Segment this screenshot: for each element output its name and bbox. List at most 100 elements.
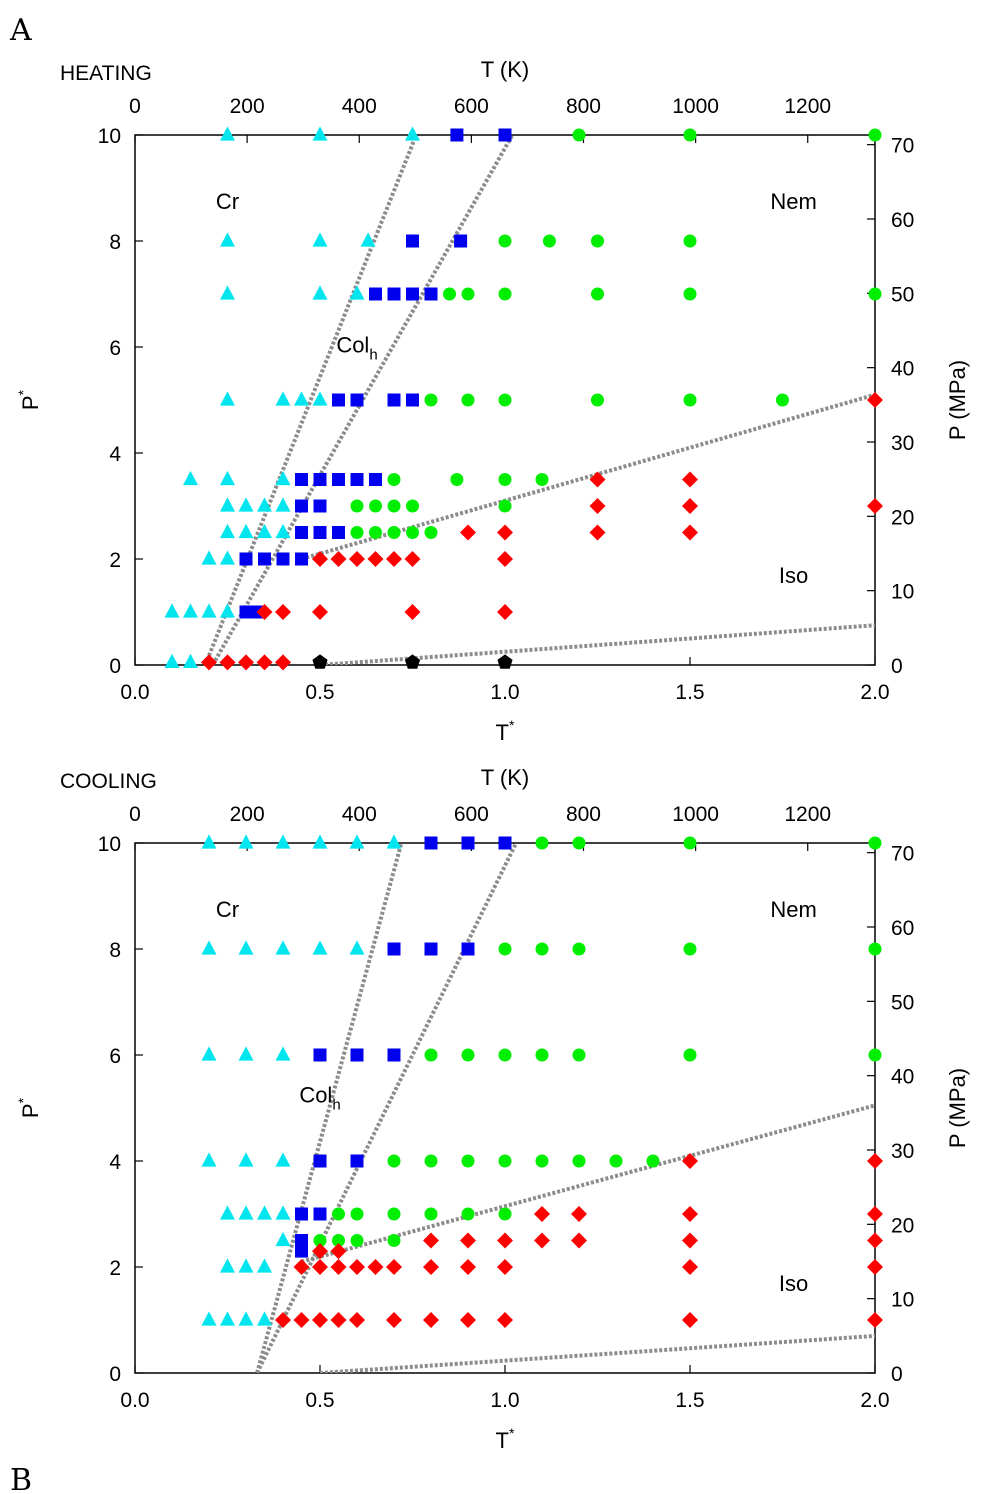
data-point-cr	[257, 497, 272, 512]
data-point-cr	[238, 940, 254, 955]
data-point-cr	[183, 603, 198, 618]
data-point-colh	[498, 128, 512, 142]
data-point-cr	[183, 470, 198, 486]
data-point-nem	[535, 1154, 549, 1168]
data-point-nem	[591, 234, 604, 248]
y2-axis-title: P (MPa)	[945, 1068, 970, 1148]
data-point-iso	[497, 1232, 513, 1249]
data-point-nem	[683, 836, 697, 850]
y2-axis-title: P (MPa)	[945, 360, 970, 440]
data-point-nem	[683, 128, 697, 142]
y-axis-title: P*	[15, 389, 43, 410]
data-point-cr	[275, 1152, 291, 1167]
data-point-colh	[332, 393, 345, 407]
data-point-cr	[238, 1046, 254, 1061]
data-point-colh	[313, 1207, 327, 1221]
y-tick-label: 6	[109, 1045, 121, 1068]
region-label-subscript: h	[332, 1097, 340, 1114]
data-point-nem	[572, 128, 586, 142]
data-point-colh	[387, 393, 401, 407]
region-label: Colh	[336, 332, 377, 363]
data-point-colh	[387, 942, 401, 956]
data-point-cr	[405, 126, 420, 141]
data-point-colh	[295, 1234, 308, 1247]
data-point-cr	[164, 653, 180, 668]
data-point-nem	[350, 1207, 364, 1221]
data-point-cr	[238, 497, 254, 512]
data-point-colh	[454, 234, 468, 248]
data-point-colh	[332, 526, 345, 539]
data-point-cr	[386, 834, 402, 849]
data-point-cr	[312, 940, 328, 955]
data-point-nem	[542, 234, 556, 248]
data-point-cr	[183, 653, 198, 668]
data-point-cr	[257, 1258, 272, 1273]
y2-tick-label: 70	[891, 135, 914, 158]
data-point-nem	[498, 1154, 512, 1168]
data-point-nem	[498, 393, 512, 407]
data-point-iso	[682, 498, 698, 514]
data-point-cr	[360, 232, 376, 247]
data-point-iso	[275, 604, 291, 620]
data-point-nem	[535, 473, 549, 486]
data-point-iso	[386, 1259, 402, 1275]
x2-tick-label: 400	[342, 95, 377, 118]
data-point-nem	[535, 942, 549, 956]
data-point-colh	[406, 234, 419, 248]
data-point-cr	[220, 1205, 235, 1220]
data-point-nem	[498, 1048, 512, 1062]
y2-tick-label: 10	[891, 1289, 914, 1312]
data-point-cr	[220, 497, 235, 512]
data-point-iso	[312, 1312, 328, 1328]
data-point-colh	[239, 552, 253, 566]
data-point-iso	[312, 1259, 328, 1275]
data-point-cr	[201, 940, 217, 955]
panel-label-a: A	[9, 13, 32, 48]
x2-tick-label: 1000	[672, 803, 719, 826]
phase-boundary-line-3	[300, 392, 875, 561]
x2-tick-label: 0	[129, 95, 141, 118]
x-axis-title-sup: *	[509, 1425, 515, 1441]
data-point-iso	[497, 551, 513, 567]
data-point-nem	[498, 473, 512, 486]
y-tick-label: 0	[109, 655, 121, 678]
data-point-colh	[350, 1048, 364, 1062]
data-point-colh	[313, 526, 327, 539]
region-label: Iso	[779, 1271, 808, 1296]
data-point-colh	[276, 552, 290, 566]
phase-boundary-line-1	[203, 135, 419, 665]
data-point-colh	[295, 473, 308, 486]
x-tick-label: 1.0	[490, 1389, 519, 1412]
region-label: Nem	[770, 897, 816, 922]
data-point-nem	[868, 1048, 882, 1062]
data-point-iso	[312, 604, 328, 620]
data-point-iso	[460, 524, 476, 541]
data-point-nem	[646, 1154, 660, 1168]
data-point-nem	[461, 393, 475, 407]
y2-tick-label: 20	[891, 506, 914, 529]
data-point-nem	[868, 836, 882, 850]
data-point-nem	[535, 836, 549, 850]
data-point-cr	[312, 126, 328, 141]
data-point-nem	[776, 393, 789, 407]
data-point-iso	[312, 1243, 328, 1260]
data-point-nem	[350, 499, 364, 513]
data-point-cr	[238, 523, 254, 539]
data-point-iso	[682, 1206, 698, 1222]
data-point-colh	[295, 499, 308, 513]
data-point-iso	[386, 551, 402, 567]
data-point-nem	[498, 234, 512, 248]
data-point-cr	[257, 1205, 272, 1220]
chart-mode-title: HEATING	[60, 62, 152, 85]
data-point-iso	[589, 498, 606, 514]
x2-tick-label: 800	[566, 803, 601, 826]
data-point-colh	[258, 552, 271, 566]
data-point-cr	[238, 1258, 254, 1273]
data-point-nem	[461, 1154, 475, 1168]
data-point-nem	[683, 287, 697, 301]
data-point-iso	[682, 471, 698, 488]
data-point-colh	[313, 1048, 327, 1062]
y2-tick-label: 30	[891, 1140, 914, 1163]
data-point-cr	[312, 285, 328, 300]
